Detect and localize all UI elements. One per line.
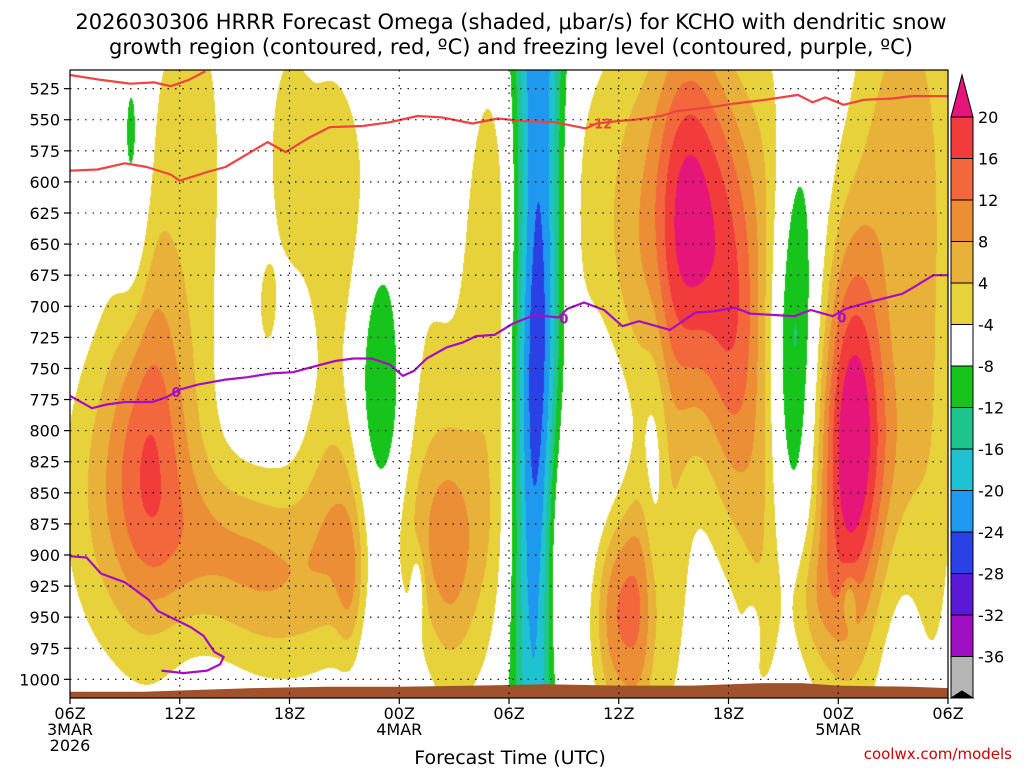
chart-title-line-1: 2026030306 HRRR Forecast Omega (shaded, … xyxy=(75,10,946,34)
x-tick-label: 06Z xyxy=(54,704,85,723)
colorbar-label: -32 xyxy=(978,606,1004,625)
colorbar-label: 4 xyxy=(978,274,988,293)
y-tick-label: 625 xyxy=(29,204,60,223)
y-tick-label: 550 xyxy=(29,111,60,130)
freezing-contour-label-2: 0 xyxy=(172,386,181,401)
colorbar-label: -8 xyxy=(978,357,994,376)
colorbar-label: -12 xyxy=(978,399,1004,418)
x-axis-title: Forecast Time (UTC) xyxy=(414,747,605,768)
colorbar-label: -36 xyxy=(978,648,1004,667)
source-credit: coolwx.com/models xyxy=(864,745,1012,763)
dgz-minus12c-line xyxy=(70,93,948,182)
colorbar-bin xyxy=(950,324,974,367)
colorbar-bin xyxy=(950,614,974,657)
y-tick-label: 825 xyxy=(29,453,60,472)
freezing-contour-label-3: 0 xyxy=(559,313,568,328)
y-tick-label: 575 xyxy=(29,142,60,161)
x-tick-label: 06Z xyxy=(932,704,963,723)
colorbar-top-arrow xyxy=(950,73,974,118)
dgz-minus12c-line-upper xyxy=(70,70,206,88)
colorbar-bin xyxy=(950,573,974,616)
y-tick-label: 725 xyxy=(29,328,60,347)
freezing-contour-label: 0 xyxy=(837,311,846,326)
x-tick-label: 00Z xyxy=(384,704,415,723)
x-tick-label: 2026 xyxy=(50,736,91,755)
x-tick-label: 12Z xyxy=(164,704,195,723)
colorbar-bin xyxy=(950,365,974,408)
y-tick-label: 800 xyxy=(29,422,60,441)
colorbar-bin xyxy=(950,199,974,242)
terrain-fill xyxy=(70,683,948,698)
y-tick-label: 600 xyxy=(29,173,60,192)
freezing-level-line-lower xyxy=(70,555,225,675)
chart-title-line-2: growth region (contoured, red, ºC) and f… xyxy=(109,35,913,59)
colorbar-label: -28 xyxy=(978,565,1004,584)
colorbar-bin xyxy=(950,407,974,450)
colorbar-bin xyxy=(950,282,974,325)
x-tick-label: 06Z xyxy=(493,704,524,723)
y-tick-label: 650 xyxy=(29,235,60,254)
colorbar-label: -16 xyxy=(978,440,1004,459)
y-tick-label: 975 xyxy=(29,639,60,658)
colorbar-label: 8 xyxy=(978,233,988,252)
y-tick-label: 675 xyxy=(29,266,60,285)
terrain-layer xyxy=(70,683,948,698)
y-tick-label: 525 xyxy=(29,80,60,99)
y-axis: 525 550 575 600 625 650 675 700 725 750 775 800 825 8… xyxy=(19,80,70,689)
colorbar-bottom-arrow xyxy=(949,690,975,699)
y-tick-label: 900 xyxy=(29,546,60,565)
colorbar: 20 16 12 8 4 -4 -8 -12 -16 -20 -24 -28 -32 -36 xyxy=(949,73,1004,699)
x-tick-label: 12Z xyxy=(603,704,634,723)
y-tick-label: 850 xyxy=(29,484,60,503)
x-tick-label: 5MAR xyxy=(815,720,861,739)
colorbar-bin xyxy=(950,531,974,574)
contour-lines xyxy=(70,70,948,675)
x-tick-label: 18Z xyxy=(274,704,305,723)
colorbar-label: -20 xyxy=(978,482,1004,501)
dgz-contour-label: -12 xyxy=(589,117,613,132)
colorbar-label: -24 xyxy=(978,523,1004,542)
contour-labels: -12 0 0 0 xyxy=(172,117,847,401)
y-tick-label: 875 xyxy=(29,515,60,534)
y-tick-label: 775 xyxy=(29,391,60,410)
colorbar-label: 12 xyxy=(978,191,998,210)
colorbar-bin xyxy=(950,158,974,201)
y-tick-label: 750 xyxy=(29,359,60,378)
freezing-level-line xyxy=(70,274,948,410)
omega-shading xyxy=(70,70,948,698)
y-tick-label: 950 xyxy=(29,608,60,627)
colorbar-bin xyxy=(950,448,974,491)
colorbar-bin xyxy=(950,241,974,284)
colorbar-label: 16 xyxy=(978,150,998,169)
colorbar-bin xyxy=(950,490,974,533)
colorbar-label: -4 xyxy=(978,316,994,335)
x-tick-label: 3MAR xyxy=(47,720,93,739)
x-tick-label: 4MAR xyxy=(376,720,422,739)
colorbar-label: 20 xyxy=(978,108,998,127)
y-tick-label: 700 xyxy=(29,297,60,316)
colorbar-bin xyxy=(950,116,974,159)
y-tick-label: 1000 xyxy=(19,670,60,689)
x-tick-label: 18Z xyxy=(713,704,744,723)
y-tick-label: 925 xyxy=(29,577,60,596)
x-tick-label: 00Z xyxy=(823,704,854,723)
